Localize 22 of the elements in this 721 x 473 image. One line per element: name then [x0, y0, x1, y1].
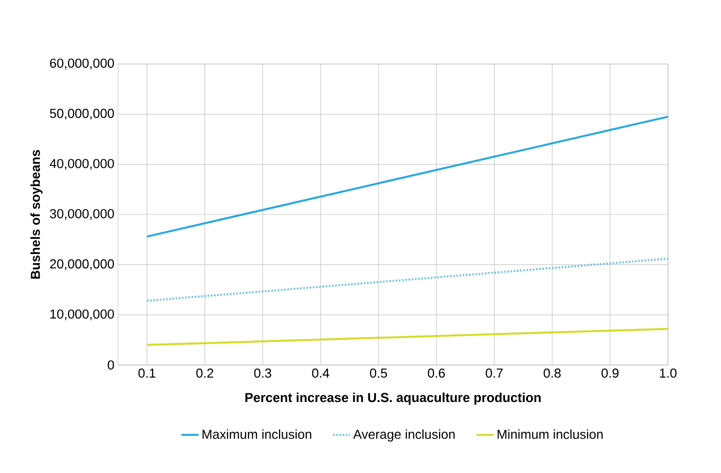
x-tick-label: 0.2	[196, 368, 214, 378]
y-tick-label: 40,000,000	[50, 158, 114, 170]
x-tick-label: 1.0	[660, 368, 677, 378]
legend-label: Maximum inclusion	[202, 429, 312, 439]
legend-label: Average inclusion	[353, 429, 455, 442]
y-tick-label: 20,000,000	[50, 259, 114, 270]
y-tick-label: 60,000,000	[50, 58, 114, 70]
x-axis-title: Percent increase in U.S. aquaculture production	[245, 392, 541, 405]
y-tick-label: 10,000,000	[50, 309, 114, 320]
x-tick-label: 0.8	[544, 368, 561, 378]
y-tick-label: 30,000,000	[50, 209, 114, 220]
x-tick-label: 0.4	[312, 368, 330, 378]
x-tick-label: 0.5	[370, 368, 388, 378]
y-tick-label: 0	[108, 360, 114, 370]
x-tick-label: 0.7	[486, 368, 503, 378]
x-tick-label: 0.3	[254, 368, 272, 378]
y-axis-title: Bushels of soybeans	[30, 150, 43, 279]
x-tick-label: 0.9	[602, 368, 619, 378]
y-tick-label: 50,000,000	[50, 108, 114, 120]
x-tick-label: 0.6	[428, 368, 445, 378]
x-tick-label: 0.1	[138, 368, 156, 378]
legend-label: Minimum inclusion	[498, 429, 603, 439]
